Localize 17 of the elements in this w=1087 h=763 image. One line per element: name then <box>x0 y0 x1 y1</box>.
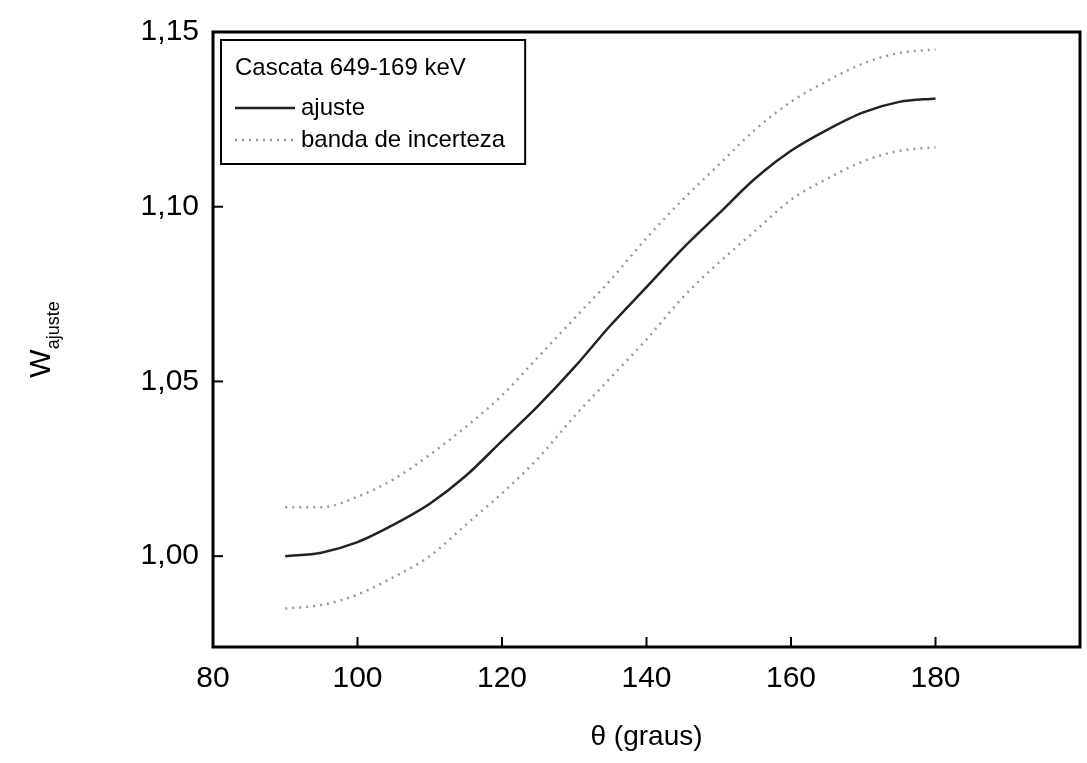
x-tick-label: 100 <box>332 660 383 694</box>
y-tick-label: 1,15 <box>140 13 199 47</box>
y-axis-title: Wajuste <box>23 301 63 378</box>
x-tick-label: 80 <box>196 660 230 694</box>
legend-label: banda de incerteza <box>301 124 506 152</box>
legend-title: Cascata 649-169 keV <box>235 52 466 80</box>
line-series <box>284 97 937 558</box>
y-tick-label: 1,05 <box>140 362 199 396</box>
x-tick-label: 180 <box>910 660 961 694</box>
x-tick-label: 160 <box>765 660 817 694</box>
x-tick-label: 140 <box>621 660 672 694</box>
y-tick-label: 1,10 <box>140 187 199 221</box>
line-series <box>284 146 937 610</box>
y-tick-label: 1,00 <box>140 537 199 571</box>
x-axis-title: θ (graus) <box>590 720 703 751</box>
legend-label: ajuste <box>301 92 366 120</box>
x-tick-label: 120 <box>476 660 528 694</box>
